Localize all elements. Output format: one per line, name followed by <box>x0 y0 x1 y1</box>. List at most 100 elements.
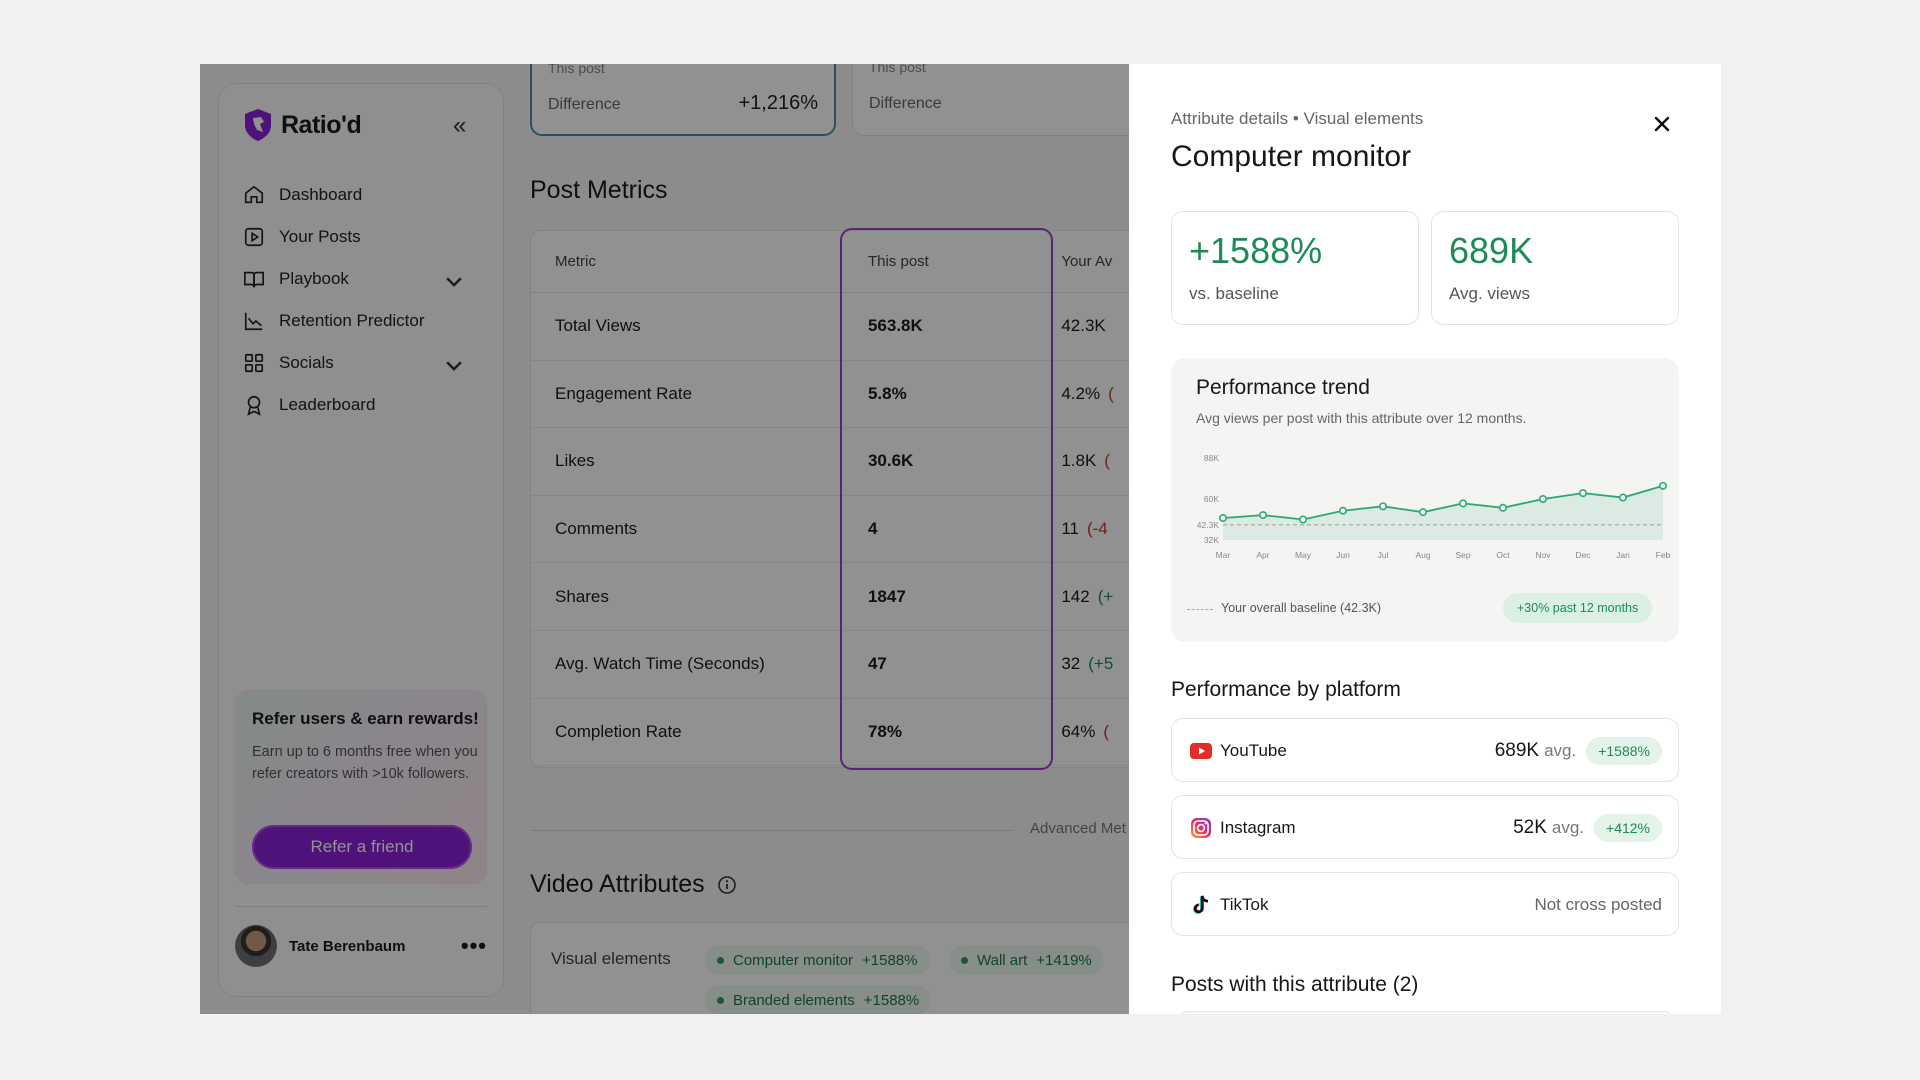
sidebar-item-your-posts[interactable]: Your Posts <box>243 216 483 258</box>
data-point <box>1379 502 1388 511</box>
main-content: This post Difference +1,216% This post D… <box>530 64 1129 1014</box>
sidebar-item-dashboard[interactable]: Dashboard <box>243 174 483 216</box>
platform-value: 689K <box>1494 740 1540 761</box>
user-profile[interactable]: Tate Berenbaum ••• <box>235 924 487 968</box>
video-attributes-header: Video Attributes <box>530 870 737 899</box>
table-row: Likes 30.6K 1.8K ( <box>531 428 1129 496</box>
y-tick-label: 88K <box>1204 453 1219 463</box>
baseline-legend-line <box>1187 609 1213 610</box>
trend-title: Performance trend <box>1196 376 1370 399</box>
collapse-sidebar-icon[interactable]: « <box>453 112 467 139</box>
chart-line-icon <box>244 312 263 331</box>
trend-subtitle: Avg views per post with this attribute o… <box>1196 410 1527 426</box>
platform-metrics: Not cross posted <box>1534 889 1662 921</box>
home-icon <box>244 185 264 204</box>
advanced-metrics-divider: Advanced Met <box>530 820 1129 840</box>
difference-card-views[interactable]: This post Difference +1,216% <box>530 64 836 136</box>
refer-description: Earn up to 6 months free when you refer … <box>252 744 478 782</box>
sidebar-item-label: Playbook <box>279 269 349 288</box>
data-point <box>1259 511 1268 520</box>
sidebar-item-label: Socials <box>279 353 334 372</box>
modal-backdrop[interactable] <box>200 64 1129 1014</box>
x-tick-label: Jun <box>1336 550 1350 560</box>
advanced-metrics-link[interactable]: Advanced Met <box>1030 820 1126 837</box>
x-tick-label: Nov <box>1535 550 1551 560</box>
table-row: Shares 1847 142 (+ <box>531 563 1129 631</box>
platform-name: TikTok <box>1220 895 1269 914</box>
x-tick-label: May <box>1295 550 1312 560</box>
sidebar-item-label: Leaderboard <box>279 395 376 414</box>
metric-name: Completion Rate <box>555 721 682 741</box>
baseline-legend: Your overall baseline (42.3K) <box>1221 601 1382 615</box>
refer-title: Refer users & earn rewards! <box>252 709 479 728</box>
status-dot <box>717 996 724 1004</box>
table-body: Total Views 563.8K 42.3K Engagement Rate 5.8… <box>531 293 1129 767</box>
data-point <box>1498 503 1507 512</box>
metric-name: Total Views <box>555 316 641 336</box>
this-post-column-highlight <box>840 228 1053 770</box>
average-cell: 1.8K ( <box>1049 451 1129 471</box>
platform-name: YouTube <box>1220 741 1287 760</box>
app-background: Ratio'd « Dashboard Your Posts Playbook <box>200 64 1129 1014</box>
platform-row-instagram[interactable]: Instagram 52K avg. +412% <box>1171 795 1679 859</box>
platform-value: 52K <box>1513 817 1547 838</box>
performance-trend-card: Performance trend Avg views per post wit… <box>1171 358 1679 642</box>
logo[interactable]: Ratio'd <box>243 108 362 142</box>
trend-badge: +30% past 12 months <box>1503 593 1653 623</box>
average-cell: 32 (+5 <box>1049 654 1129 674</box>
data-point <box>1339 506 1348 515</box>
screen-frame: Ratio'd « Dashboard Your Posts Playbook <box>200 64 1721 1014</box>
more-options-icon[interactable]: ••• <box>460 933 487 958</box>
sidebar-item-playbook[interactable]: Playbook <box>243 258 483 300</box>
attribute-chip-computer-monitor[interactable]: Computer monitor +1588% <box>705 945 930 975</box>
this-post-value: 563.8K <box>867 316 923 336</box>
chevron-down-icon[interactable] <box>443 270 465 292</box>
chip-label: Computer monitor <box>733 951 854 969</box>
platform-row-youtube[interactable]: YouTube 689K avg. +1588% <box>1171 718 1679 782</box>
metric-name: Likes <box>555 451 595 471</box>
sidebar-item-retention-predictor[interactable]: Retention Predictor <box>243 300 483 342</box>
divider <box>530 830 1014 831</box>
attribute-chip-wall-art[interactable]: Wall art +1419% <box>949 945 1104 975</box>
platform-metrics: 52K avg. +412% <box>1513 812 1662 844</box>
avatar <box>235 925 277 967</box>
attribute-chip-branded-elements[interactable]: Branded elements +1588% <box>705 985 932 1014</box>
close-icon[interactable] <box>1650 112 1674 136</box>
this-post-value: 1847 <box>867 586 906 606</box>
user-name: Tate Berenbaum <box>289 937 406 955</box>
difference-card-secondary[interactable]: This post Difference <box>852 64 1129 136</box>
average-cell: 142 (+ <box>1049 587 1129 607</box>
platform-badge: +412% <box>1594 814 1662 842</box>
refer-a-friend-button[interactable]: Refer a friend <box>252 825 472 869</box>
sidebar-item-socials[interactable]: Socials <box>243 342 483 384</box>
stat-label: Avg. views <box>1449 284 1530 303</box>
status-dot <box>961 956 968 964</box>
sidebar: Ratio'd « Dashboard Your Posts Playbook <box>218 83 504 997</box>
brand-name: Ratio'd <box>281 110 362 139</box>
post-card-edge <box>1181 1011 1671 1014</box>
sidebar-item-leaderboard[interactable]: Leaderboard <box>243 384 483 426</box>
divider <box>235 906 487 907</box>
column-header-your-average: Your Av <box>1061 253 1113 270</box>
platform-row-tiktok[interactable]: TikTok Not cross posted <box>1171 872 1679 936</box>
average-cell: 11 (-4 <box>1049 519 1129 539</box>
drawer-title: Computer monitor <box>1171 140 1412 173</box>
x-tick-label: Sep <box>1455 550 1470 560</box>
data-point <box>1458 499 1467 508</box>
this-post-value: 5.8% <box>867 383 907 403</box>
visual-elements-card: Visual elements Computer monitor +1588% … <box>530 922 1129 1014</box>
stat-card-vs-baseline: +1588% vs. baseline <box>1171 211 1419 325</box>
sidebar-item-label: Dashboard <box>279 185 363 204</box>
table-row: Total Views 563.8K 42.3K <box>531 293 1129 361</box>
x-tick-label: Feb <box>1656 550 1671 560</box>
data-point <box>1658 481 1667 490</box>
posts-with-attribute-title: Posts with this attribute (2) <box>1171 973 1419 996</box>
platform-avg-label: avg. <box>1544 741 1577 760</box>
post-metrics-title: Post Metrics <box>530 176 668 204</box>
chevron-down-icon[interactable] <box>443 354 465 376</box>
platform-metrics: 689K avg. +1588% <box>1495 735 1662 767</box>
stat-value: +1588% <box>1189 230 1323 271</box>
stat-card-avg-views: 689K Avg. views <box>1431 211 1679 325</box>
info-icon[interactable] <box>717 875 737 895</box>
difference-card-top: This post <box>548 64 605 76</box>
